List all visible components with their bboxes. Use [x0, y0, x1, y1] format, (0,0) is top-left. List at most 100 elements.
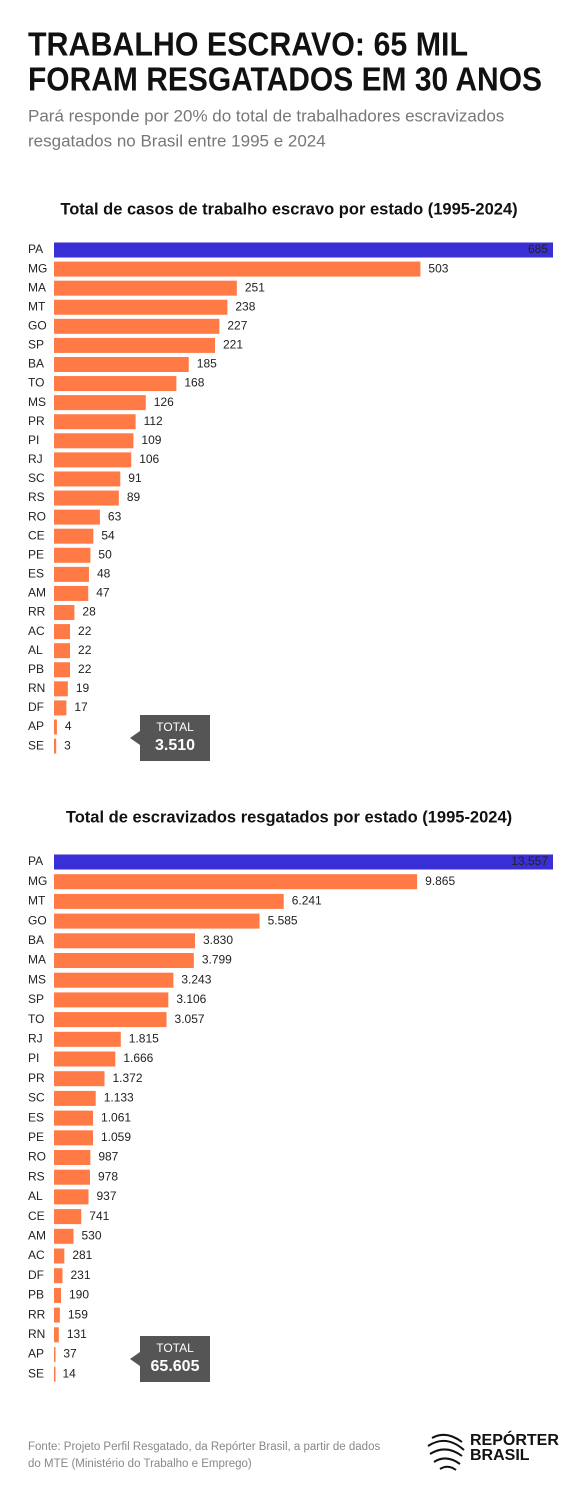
- subtitle-line: Pará responde por 20% do total de trabal…: [28, 106, 504, 125]
- category-label: RN: [28, 1327, 45, 1341]
- value-label: 978: [98, 1169, 118, 1183]
- bar: [54, 566, 89, 582]
- value-label: 530: [82, 1228, 102, 1242]
- category-label: AL: [28, 643, 43, 657]
- value-label: 1.061: [101, 1110, 131, 1124]
- bar: [54, 953, 194, 968]
- category-label: MA: [28, 280, 46, 294]
- value-label: 231: [71, 1268, 91, 1282]
- value-label: 28: [82, 605, 96, 619]
- value-label: 987: [98, 1150, 118, 1164]
- bar: [54, 662, 71, 678]
- category-label: SE: [28, 738, 44, 752]
- value-label: 47: [96, 586, 110, 600]
- bar: [54, 1228, 74, 1244]
- bar: [54, 490, 119, 506]
- bar: [54, 1150, 91, 1165]
- category-label: SE: [28, 1366, 44, 1380]
- value-label: 227: [227, 318, 247, 332]
- value-label: 1.059: [101, 1130, 131, 1144]
- category-label: RJ: [28, 1031, 43, 1045]
- category-label: RN: [28, 681, 45, 695]
- value-label: 1.133: [104, 1091, 134, 1105]
- category-label: PE: [28, 1130, 44, 1144]
- title-line: FORAM RESGATADOS EM 30 ANOS: [28, 61, 542, 98]
- value-label: 106: [139, 452, 159, 466]
- bar: [54, 1071, 105, 1087]
- value-label: 937: [96, 1189, 116, 1203]
- value-label: 190: [69, 1288, 89, 1302]
- bar: [54, 700, 67, 716]
- value-label: 112: [144, 414, 163, 428]
- logo-text: BRASIL: [470, 1447, 530, 1464]
- bar: [54, 452, 132, 468]
- category-label: BA: [28, 933, 44, 947]
- bar: [54, 1347, 56, 1362]
- category-label: MT: [28, 894, 46, 908]
- bar: [54, 376, 177, 392]
- logo-text: REPÓRTER: [470, 1430, 559, 1449]
- category-label: AM: [28, 586, 46, 600]
- chart-title: Total de escravizados resgatados por est…: [66, 808, 512, 826]
- category-label: CE: [28, 1209, 45, 1223]
- value-label: 221: [223, 338, 243, 352]
- category-label: ES: [28, 1110, 44, 1124]
- bar: [54, 261, 421, 277]
- subtitle-line: resgatados no Brasil entre 1995 e 2024: [28, 131, 326, 150]
- category-label: PE: [28, 547, 44, 561]
- category-label: RS: [28, 1169, 45, 1183]
- bar: [54, 1327, 59, 1343]
- category-label: MG: [28, 874, 47, 888]
- bar: [54, 933, 195, 949]
- value-label: 37: [63, 1347, 77, 1361]
- category-label: SP: [28, 992, 44, 1006]
- total-value: 3.510: [155, 737, 195, 754]
- category-label: PA: [28, 242, 43, 256]
- category-label: BA: [28, 357, 44, 371]
- category-label: AM: [28, 1228, 46, 1242]
- total-box: [130, 715, 210, 761]
- value-label: 14: [63, 1366, 77, 1380]
- bar: [54, 738, 57, 754]
- bar: [54, 471, 121, 487]
- value-label: 22: [78, 624, 92, 638]
- bar: [54, 528, 94, 544]
- source-line: Fonte: Projeto Perfil Resgatado, da Repó…: [28, 1441, 380, 1453]
- bar: [54, 337, 215, 353]
- bar: [54, 299, 228, 315]
- bar: [54, 1248, 65, 1264]
- category-label: AP: [28, 719, 44, 733]
- category-label: CE: [28, 528, 45, 542]
- bar: [54, 681, 68, 697]
- category-label: PR: [28, 414, 45, 428]
- bar: [54, 1189, 89, 1205]
- category-label: SP: [28, 338, 44, 352]
- value-label: 1.666: [123, 1051, 153, 1065]
- value-label: 6.241: [292, 894, 322, 908]
- value-label: 159: [68, 1307, 88, 1321]
- chart-title: Total de casos de trabalho escravo por e…: [60, 200, 517, 218]
- value-label: 238: [235, 299, 255, 313]
- value-label: 3.830: [203, 933, 233, 947]
- category-label: MT: [28, 299, 46, 313]
- value-label: 5.585: [268, 913, 298, 927]
- bar: [54, 1110, 94, 1126]
- bar: [54, 1130, 93, 1146]
- category-label: TO: [28, 376, 44, 390]
- value-label: 3.106: [176, 992, 206, 1006]
- bar: [54, 1307, 60, 1323]
- bar: [54, 1051, 116, 1067]
- category-label: RO: [28, 1150, 46, 1164]
- value-label: 185: [197, 357, 217, 371]
- total-label: TOTAL: [156, 720, 194, 734]
- bar: [54, 1031, 121, 1047]
- value-label: 1.815: [129, 1031, 159, 1045]
- category-label: RS: [28, 490, 45, 504]
- bar: [54, 605, 75, 621]
- bar: [54, 874, 418, 890]
- bar: [54, 547, 91, 563]
- category-label: MG: [28, 261, 47, 275]
- bar: [54, 1366, 56, 1382]
- value-label: 3.243: [181, 972, 211, 986]
- category-label: PR: [28, 1071, 45, 1085]
